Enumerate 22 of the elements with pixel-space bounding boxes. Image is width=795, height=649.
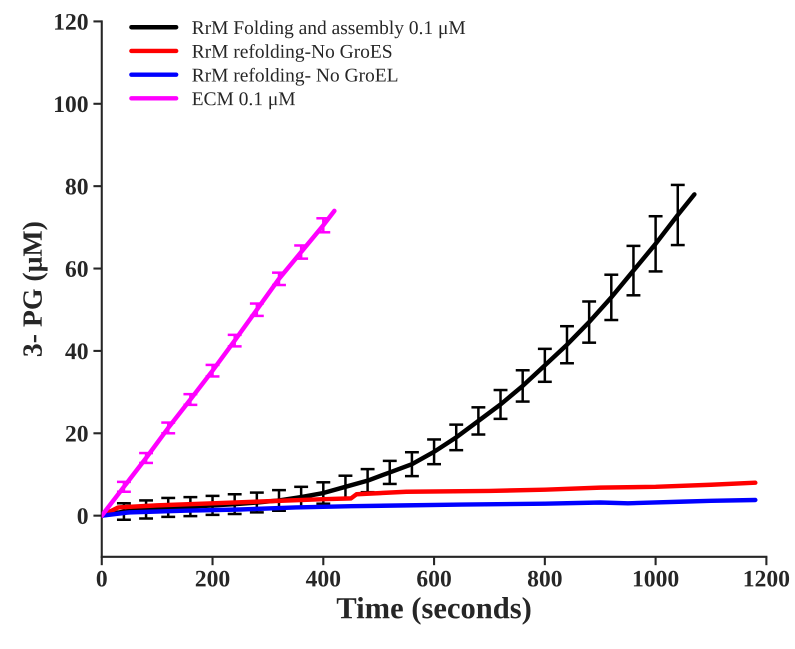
y-tick-label: 20 bbox=[66, 426, 88, 442]
line-series bbox=[102, 498, 758, 518]
x-tick-label: 1200 bbox=[744, 570, 790, 587]
x-tick-label: 400 bbox=[306, 570, 340, 587]
x-tick-label: 600 bbox=[417, 570, 451, 587]
y-tick-label: 40 bbox=[65, 343, 88, 360]
legend-label: ECM 0.1 μM bbox=[192, 92, 296, 110]
x-tick-label: 1000 bbox=[634, 570, 678, 587]
x-axis-title: Time (seconds) bbox=[336, 597, 530, 625]
y-tick-label: 80 bbox=[66, 178, 88, 195]
x-tick-label: 800 bbox=[528, 570, 562, 587]
y-tick-label: 60 bbox=[66, 261, 88, 277]
line-series bbox=[102, 208, 337, 518]
x-tick-label: 0 bbox=[96, 570, 107, 587]
y-tick-label: 0 bbox=[78, 508, 88, 524]
y-tick-label: 100 bbox=[55, 96, 88, 112]
y-axis-title: 3- PG (μM) bbox=[22, 222, 48, 356]
y-tick-label: 120 bbox=[55, 14, 88, 30]
legend-label: RrM refolding-No GroES bbox=[192, 44, 392, 62]
legend-label: RrM refolding- No GroEL bbox=[192, 68, 398, 86]
legend-label: RrM Folding and assembly 0.1 μM bbox=[192, 20, 466, 38]
x-tick-label: 200 bbox=[196, 570, 230, 587]
